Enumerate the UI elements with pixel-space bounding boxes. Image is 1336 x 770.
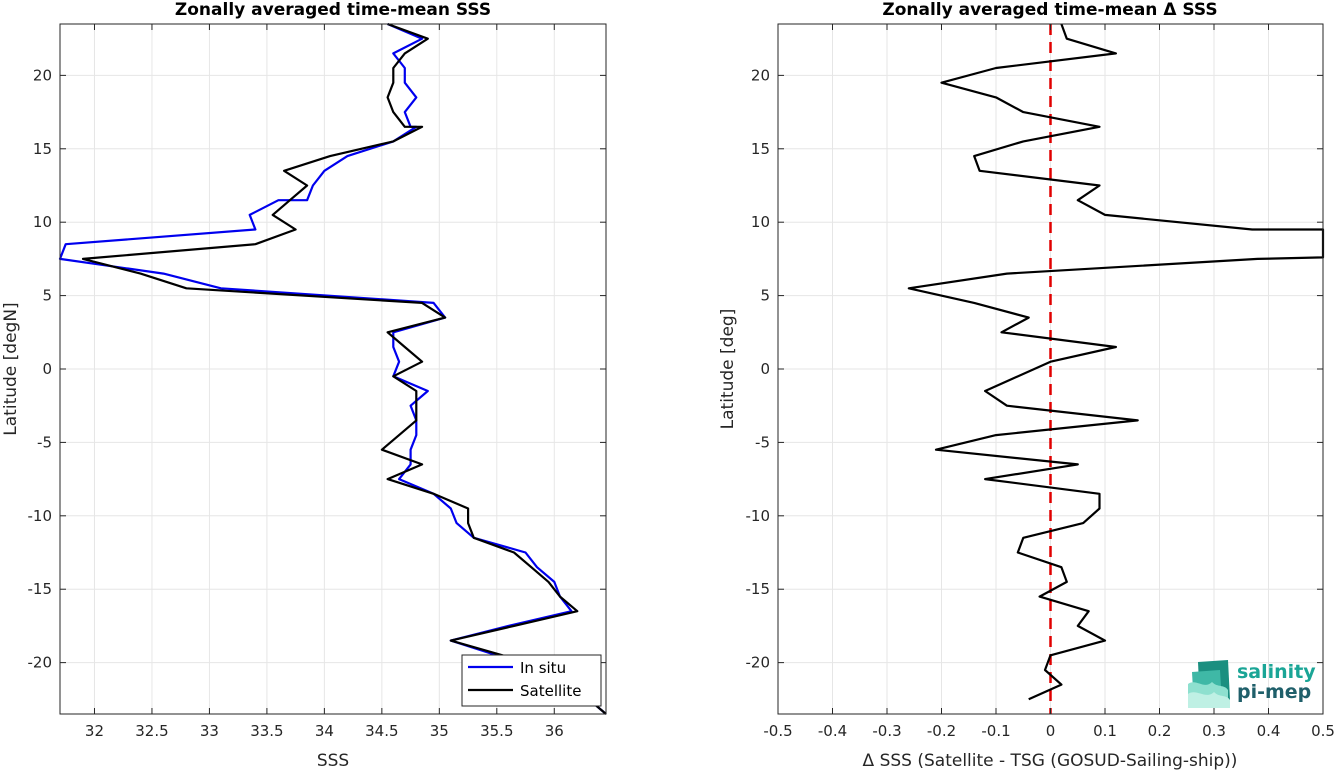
right-title: Zonally averaged time-mean Δ SSS — [882, 0, 1217, 20]
right-x-label: Δ SSS (Satellite - TSG (GOSUD-Sailing-sh… — [863, 751, 1238, 770]
x-tick-label: 34 — [315, 722, 334, 740]
y-tick-label: 5 — [760, 287, 770, 305]
x-tick-label: -0.4 — [818, 722, 847, 740]
x-tick-label: -0.1 — [981, 722, 1010, 740]
series-line-delta-sss — [907, 23, 1325, 701]
legend: In situ Satellite — [461, 654, 602, 707]
series-line-satellite — [81, 22, 607, 715]
x-tick-label: 32 — [85, 722, 104, 740]
y-tick-label: 10 — [751, 213, 770, 231]
left-y-label: Latitude [degN] — [1, 302, 21, 435]
x-tick-label: 36 — [545, 722, 564, 740]
y-tick-label: 20 — [33, 66, 52, 84]
x-tick-label: 0.4 — [1257, 722, 1281, 740]
x-tick-label: 33 — [200, 722, 219, 740]
x-tick-label: 0.2 — [1148, 722, 1172, 740]
left-ticks: 32 32.5 33 33.5 34 34.5 35 35.5 36 -20 -15 -10 -5 0 5 1… — [28, 24, 606, 740]
y-tick-label: -20 — [28, 654, 53, 672]
right-ticks: -0.5 -0.4 -0.3 -0.2 -0.1 0 0.1 0.2 0.3 0.4 0.5 -20 -… — [746, 24, 1335, 740]
y-tick-label: -5 — [755, 433, 770, 451]
left-panel: 32 32.5 33 33.5 34 34.5 35 35.5 36 -20 -15 -10 -5 0 5 1… — [1, 0, 607, 770]
left-title: Zonally averaged time-mean SSS — [175, 0, 491, 20]
y-tick-label: 5 — [42, 287, 52, 305]
y-tick-label: -20 — [746, 654, 771, 672]
y-tick-label: -10 — [746, 507, 771, 525]
y-tick-label: -15 — [28, 580, 53, 598]
x-tick-label: 0.5 — [1311, 722, 1335, 740]
salinity-pi-mep-logo: salinity pi-mep — [1188, 660, 1316, 708]
x-tick-label: 0.3 — [1202, 722, 1226, 740]
y-tick-label: 0 — [760, 360, 770, 378]
left-data — [58, 22, 607, 715]
right-data — [907, 23, 1325, 714]
logo-mark-icon — [1188, 660, 1230, 708]
right-y-label: Latitude [deg] — [718, 309, 738, 430]
y-tick-label: 15 — [33, 140, 52, 158]
x-tick-label: -0.2 — [927, 722, 956, 740]
y-tick-label: -5 — [37, 433, 52, 451]
y-tick-label: 10 — [33, 213, 52, 231]
x-tick-label: 0 — [1046, 722, 1056, 740]
y-tick-label: 15 — [751, 140, 770, 158]
right-panel: -0.5 -0.4 -0.3 -0.2 -0.1 0 0.1 0.2 0.3 0.4 0.5 -20 -… — [718, 0, 1335, 770]
legend-box — [461, 654, 602, 707]
x-tick-label: 35 — [430, 722, 449, 740]
x-tick-label: -0.3 — [872, 722, 901, 740]
x-tick-label: 34.5 — [365, 722, 398, 740]
y-tick-label: -15 — [746, 580, 771, 598]
y-tick-label: -10 — [28, 507, 53, 525]
legend-in-situ-label: In situ — [520, 659, 566, 677]
x-tick-label: 33.5 — [250, 722, 283, 740]
x-tick-label: 35.5 — [480, 722, 513, 740]
left-x-label: SSS — [317, 751, 349, 770]
y-tick-label: 20 — [751, 66, 770, 84]
x-tick-label: 0.1 — [1093, 722, 1117, 740]
legend-satellite-label: Satellite — [520, 682, 581, 700]
x-tick-label: 32.5 — [135, 722, 168, 740]
logo-text-pi-mep: pi-mep — [1237, 681, 1311, 703]
y-tick-label: 0 — [42, 360, 52, 378]
logo-text-salinity: salinity — [1237, 661, 1316, 683]
x-tick-label: -0.5 — [763, 722, 792, 740]
